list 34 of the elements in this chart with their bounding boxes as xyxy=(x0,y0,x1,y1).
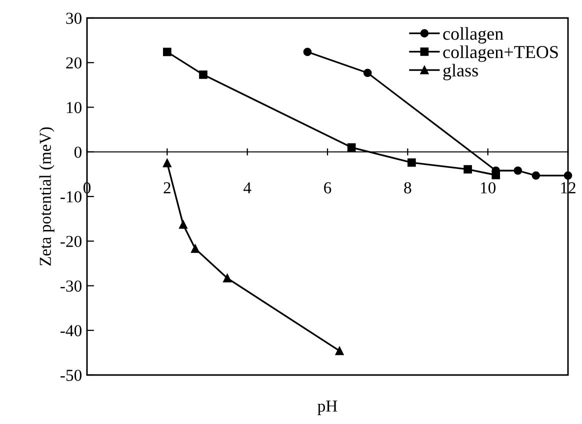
point xyxy=(492,170,500,180)
y-tick-label: 10 xyxy=(66,102,82,114)
point xyxy=(179,220,188,229)
point xyxy=(303,48,312,56)
x-tick-label: 8 xyxy=(404,182,412,194)
y-axis-title: Zeta potential (meV) xyxy=(39,127,54,266)
y-tick-label: 0 xyxy=(74,146,82,158)
y-tick-label: -40 xyxy=(60,325,82,336)
y-tick-label: -50 xyxy=(60,370,82,381)
y-tick-label: -20 xyxy=(60,236,82,248)
legend-label: collagen xyxy=(443,27,504,44)
point xyxy=(532,171,540,180)
point xyxy=(347,143,356,152)
point xyxy=(223,274,232,282)
point xyxy=(199,70,208,79)
point xyxy=(163,48,172,56)
y-tick-label: 20 xyxy=(66,57,82,69)
y-tick-label: -10 xyxy=(60,191,82,202)
x-tick-label: 4 xyxy=(243,182,252,194)
point xyxy=(408,158,416,167)
x-tick-label: 2 xyxy=(164,182,170,194)
point xyxy=(191,244,200,253)
point xyxy=(514,166,522,175)
point xyxy=(335,346,344,356)
point xyxy=(163,158,172,168)
point xyxy=(464,165,472,174)
y-tick-label: 30 xyxy=(66,12,82,24)
y-tick-label: -30 xyxy=(60,280,82,292)
x-axis-title: pH xyxy=(318,400,338,416)
x-tick-label: 6 xyxy=(324,182,332,194)
point xyxy=(363,68,372,78)
legend-label: glass xyxy=(443,64,478,80)
legend-label: collagen+TEOS xyxy=(443,45,558,62)
x-tick-label: 10 xyxy=(480,182,496,194)
